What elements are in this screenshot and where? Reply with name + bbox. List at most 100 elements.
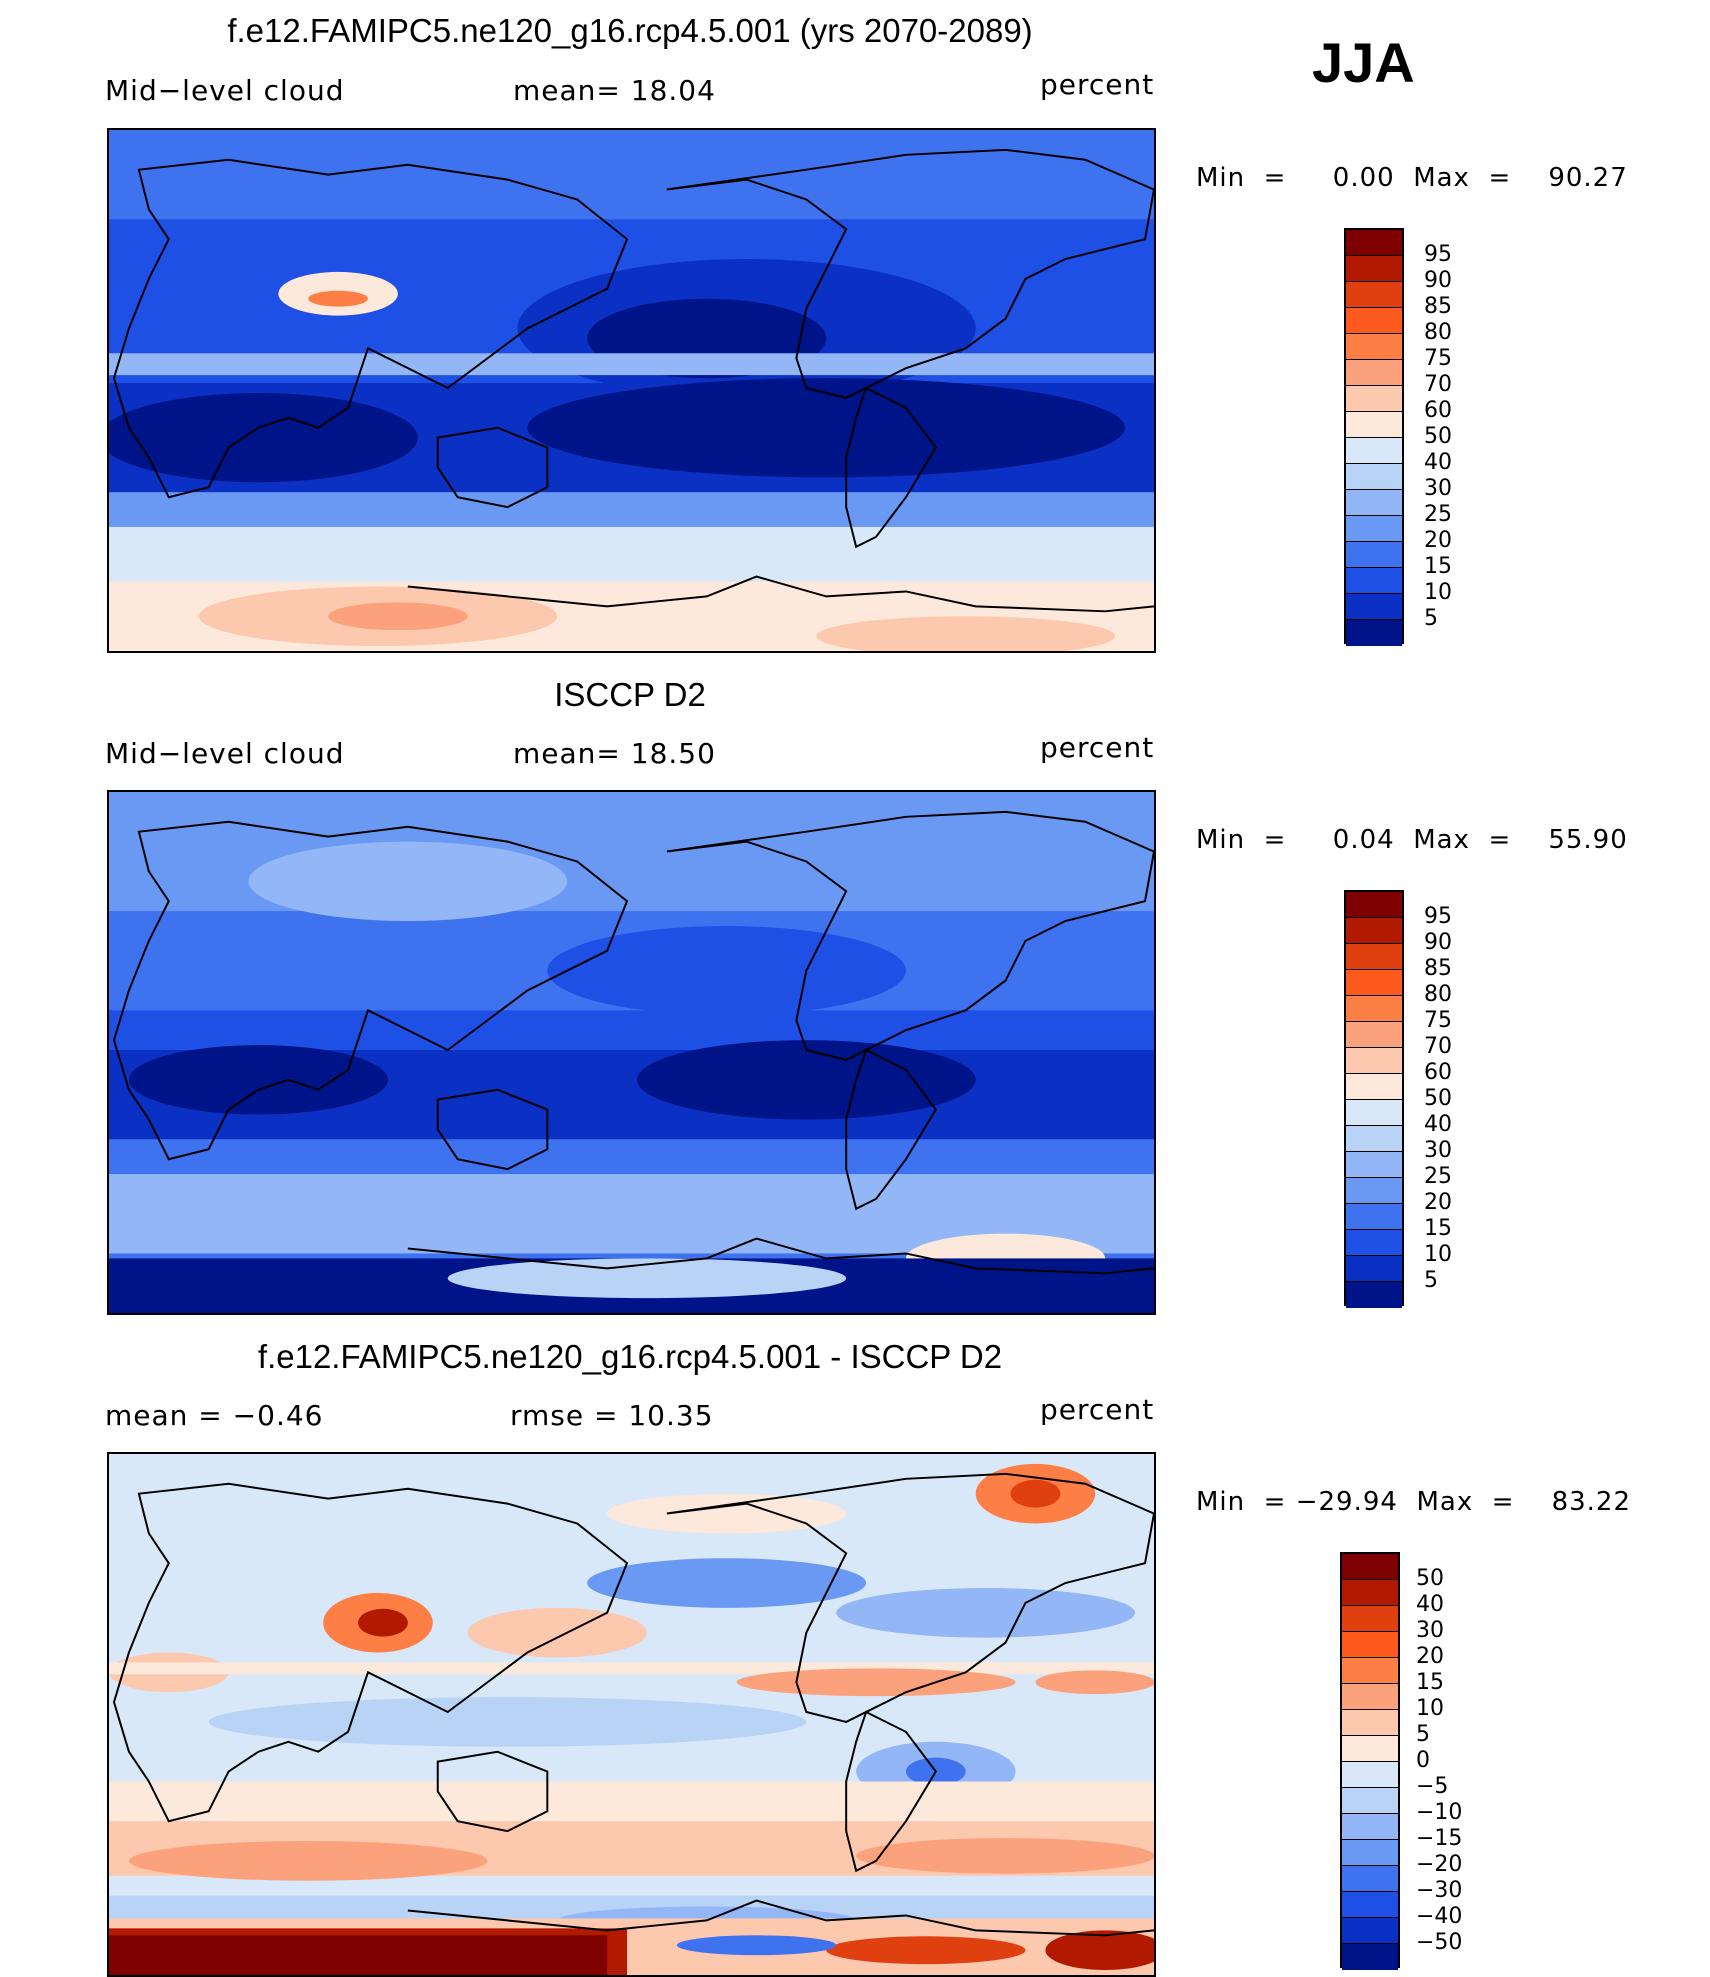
colorbar-bin <box>1346 620 1402 646</box>
colorbar-bin <box>1346 360 1402 386</box>
panel-3-rmse-label: rmse = 10.35 <box>510 1399 714 1432</box>
panel-3-colorbar-label: 30 <box>1416 1618 1444 1643</box>
panel-2-colorbar-label: 50 <box>1424 1086 1452 1111</box>
colorbar-bin <box>1346 1074 1402 1100</box>
colorbar-bin <box>1346 230 1402 256</box>
panel-3-units-label: percent <box>1040 1393 1155 1426</box>
panel-3-title: f.e12.FAMIPC5.ne120_g16.rcp4.5.001 - ISC… <box>257 1338 1003 1375</box>
colorbar-bin <box>1346 490 1402 516</box>
panel-3-colorbar-label: −30 <box>1416 1878 1463 1903</box>
colorbar-bin <box>1342 1736 1398 1762</box>
colorbar-bin <box>1346 334 1402 360</box>
colorbar-bin <box>1342 1892 1398 1918</box>
panel-2-colorbar-label: 85 <box>1424 956 1452 981</box>
panel-2-colorbar-label: 90 <box>1424 930 1452 955</box>
colorbar-bin <box>1346 1048 1402 1074</box>
colorbar-bin <box>1346 1282 1402 1308</box>
panel-1-colorbar-label: 5 <box>1424 606 1438 631</box>
panel-1-mean-label: mean= 18.04 <box>513 74 716 107</box>
colorbar-bin <box>1346 996 1402 1022</box>
panel-3-minmax: Min = −29.94 Max = 83.22 <box>1196 1487 1632 1517</box>
colorbar-bin <box>1342 1684 1398 1710</box>
panel-2-colorbar-label: 25 <box>1424 1164 1452 1189</box>
panel-3-colorbar-label: 10 <box>1416 1696 1444 1721</box>
panel-2-variable-label: Mid−level cloud <box>105 737 345 770</box>
panel-3-colorbar-label: −20 <box>1416 1852 1463 1877</box>
colorbar-bin <box>1342 1658 1398 1684</box>
panel-2-mean-label: mean= 18.50 <box>513 737 716 770</box>
colorbar-bin <box>1346 594 1402 620</box>
panel-3-colorbar-label: 5 <box>1416 1722 1430 1747</box>
colorbar-bin <box>1346 542 1402 568</box>
colorbar-bin <box>1346 1126 1402 1152</box>
panel-2-map <box>107 790 1156 1315</box>
panel-2-colorbar-label: 20 <box>1424 1190 1452 1215</box>
colorbar-bin <box>1346 464 1402 490</box>
panel-2-colorbar <box>1344 890 1404 1308</box>
colorbar-bin <box>1346 1178 1402 1204</box>
colorbar-bin <box>1342 1554 1398 1580</box>
panel-3-colorbar-label: 15 <box>1416 1670 1444 1695</box>
panel-1-colorbar-label: 20 <box>1424 528 1452 553</box>
panel-3-colorbar-label: 20 <box>1416 1644 1444 1669</box>
colorbar-bin <box>1342 1866 1398 1892</box>
panel-2-colorbar-label: 80 <box>1424 982 1452 1007</box>
panel-2-map-plot <box>109 792 1154 1313</box>
colorbar-bin <box>1346 256 1402 282</box>
panel-2-colorbar-label: 40 <box>1424 1112 1452 1137</box>
panel-1-colorbar-label: 30 <box>1424 476 1452 501</box>
colorbar-bin <box>1346 1230 1402 1256</box>
panel-3-map-plot <box>109 1454 1154 1975</box>
panel-3-colorbar-label: 50 <box>1416 1566 1444 1591</box>
colorbar-bin <box>1346 918 1402 944</box>
colorbar-bin <box>1346 970 1402 996</box>
colorbar-bin <box>1342 1788 1398 1814</box>
colorbar-bin <box>1342 1944 1398 1970</box>
panel-3-colorbar-label: −10 <box>1416 1800 1463 1825</box>
panel-1-colorbar-label: 85 <box>1424 294 1452 319</box>
panel-1-colorbar-label: 40 <box>1424 450 1452 475</box>
panel-1-units-label: percent <box>1040 68 1155 101</box>
panel-2-minmax: Min = 0.04 Max = 55.90 <box>1196 825 1628 855</box>
panel-3-colorbar-label: 0 <box>1416 1748 1430 1773</box>
panel-3-colorbar-label: −15 <box>1416 1826 1463 1851</box>
panel-1-variable-label: Mid−level cloud <box>105 74 345 107</box>
panel-2-colorbar-label: 10 <box>1424 1242 1452 1267</box>
panel-2-colorbar-label: 95 <box>1424 904 1452 929</box>
panel-1-colorbar <box>1344 228 1404 646</box>
panel-1-colorbar-label: 80 <box>1424 320 1452 345</box>
panel-3-colorbar <box>1340 1552 1400 1970</box>
colorbar-bin <box>1346 892 1402 918</box>
panel-3-colorbar-label: −50 <box>1416 1930 1463 1955</box>
panel-1-colorbar-label: 60 <box>1424 398 1452 423</box>
colorbar-bin <box>1346 282 1402 308</box>
panel-2-colorbar-label: 75 <box>1424 1008 1452 1033</box>
panel-1-map <box>107 128 1156 653</box>
colorbar-bin <box>1346 1256 1402 1282</box>
panel-3-map <box>107 1452 1156 1977</box>
colorbar-bin <box>1346 308 1402 334</box>
panel-3-colorbar-label: −40 <box>1416 1904 1463 1929</box>
panel-2-colorbar-label: 15 <box>1424 1216 1452 1241</box>
colorbar-bin <box>1342 1814 1398 1840</box>
panel-1-minmax: Min = 0.00 Max = 90.27 <box>1196 163 1628 193</box>
panel-1-colorbar-label: 50 <box>1424 424 1452 449</box>
panel-2-title: ISCCP D2 <box>554 676 706 713</box>
colorbar-bin <box>1342 1632 1398 1658</box>
colorbar-bin <box>1342 1710 1398 1736</box>
colorbar-bin <box>1346 568 1402 594</box>
colorbar-bin <box>1346 516 1402 542</box>
panel-1-colorbar-label: 70 <box>1424 372 1452 397</box>
colorbar-bin <box>1342 1840 1398 1866</box>
panel-3-mean-label: mean = −0.46 <box>105 1399 324 1432</box>
panel-1-map-plot <box>109 130 1154 651</box>
colorbar-bin <box>1346 1204 1402 1230</box>
panel-2-colorbar-label: 5 <box>1424 1268 1438 1293</box>
panel-2-colorbar-label: 70 <box>1424 1034 1452 1059</box>
colorbar-bin <box>1342 1606 1398 1632</box>
panel-1-colorbar-label: 90 <box>1424 268 1452 293</box>
panel-1-colorbar-label: 25 <box>1424 502 1452 527</box>
panel-1-colorbar-label: 10 <box>1424 580 1452 605</box>
panel-2-colorbar-label: 30 <box>1424 1138 1452 1163</box>
colorbar-bin <box>1346 944 1402 970</box>
